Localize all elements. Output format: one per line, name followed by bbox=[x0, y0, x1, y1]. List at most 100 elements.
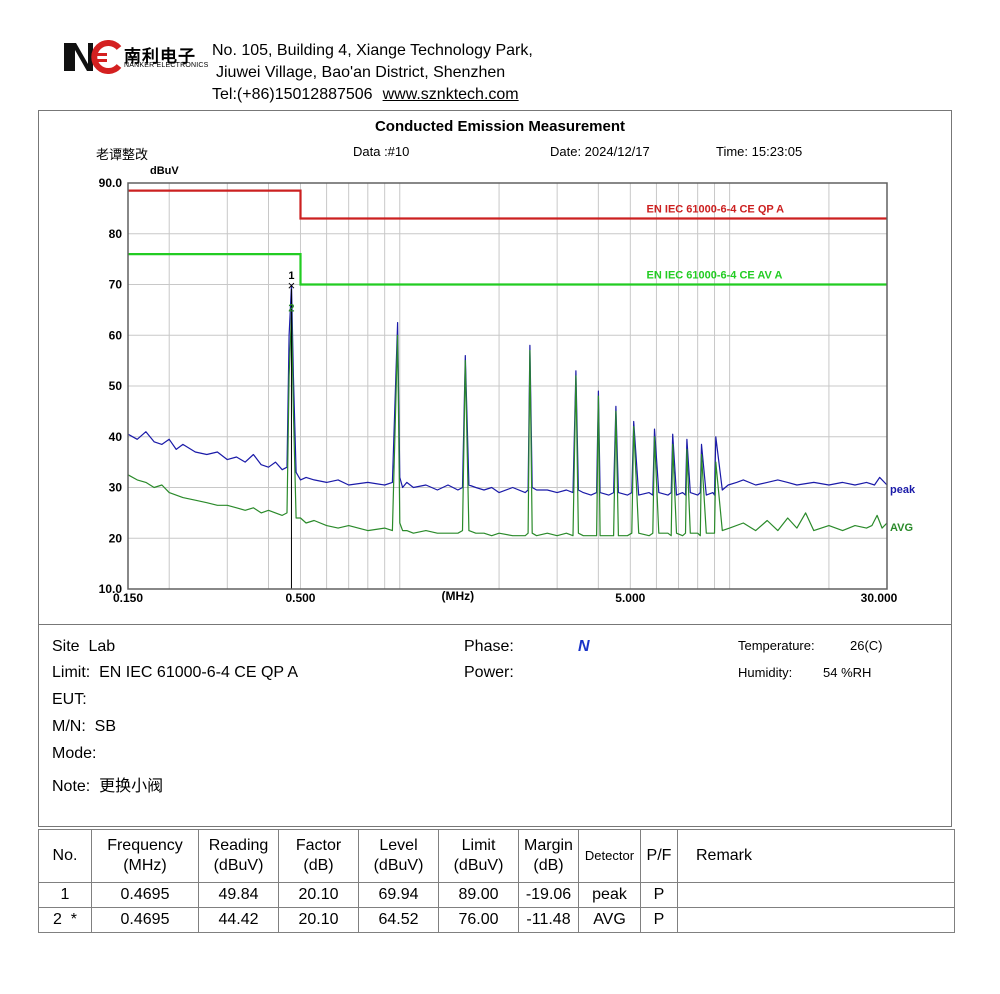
header-reading: Reading (dBuV) bbox=[198, 829, 279, 883]
header-frequency: Frequency (MHz) bbox=[91, 829, 199, 883]
chart-axes: 90.0 80 70 60 50 40 30 20 10.00.150 0.500 5.000 30.… bbox=[99, 165, 898, 605]
y-tick-label: 40 bbox=[109, 430, 123, 444]
cell-pf: P bbox=[640, 882, 678, 908]
table-row: 2 * 0.4695 44.42 20.10 64.52 76.00 -11.4… bbox=[38, 907, 955, 933]
eut-label: EUT: bbox=[52, 691, 87, 708]
limit-label: Limit: bbox=[52, 664, 91, 681]
y-tick-label: 80 bbox=[109, 227, 123, 241]
header-pf: P/F bbox=[640, 829, 678, 883]
marker-label: 2 bbox=[288, 302, 294, 314]
mn-value: SB bbox=[94, 718, 117, 735]
header-margin: Margin (dB) bbox=[518, 829, 579, 883]
cell-detector: peak bbox=[578, 882, 641, 908]
cell-no: 1 bbox=[38, 882, 92, 908]
series-label: peak bbox=[890, 484, 916, 496]
phase-label: Phase: bbox=[464, 638, 514, 655]
series-label: AVG bbox=[890, 522, 913, 534]
chart-title: Conducted Emission Measurement bbox=[374, 118, 626, 135]
y-tick-label: 50 bbox=[109, 379, 123, 393]
table-header-row: No. Frequency (MHz) Reading (dBuV) Factor(… bbox=[38, 829, 955, 883]
cell-detector: AVG bbox=[578, 907, 641, 933]
limit-label: EN IEC 61000-6-4 CE AV A bbox=[647, 269, 783, 281]
cell-level: 64.52 bbox=[358, 907, 439, 933]
x-tick-label: 5.000 bbox=[615, 591, 645, 605]
humidity-label: Humidity: bbox=[738, 665, 793, 680]
cell-reading: 49.84 bbox=[198, 882, 279, 908]
telephone: Tel:(+86)15012887506 bbox=[212, 86, 373, 103]
cell-factor: 20.10 bbox=[278, 907, 359, 933]
mn-info: M/N: SB bbox=[52, 718, 116, 736]
marker-x-icon: × bbox=[288, 278, 296, 293]
header-remark: Remark bbox=[677, 829, 955, 883]
power-label: Power: bbox=[464, 664, 514, 681]
x-tick-label: 30.000 bbox=[861, 591, 898, 605]
data-number: Data :#10 bbox=[353, 144, 410, 159]
address-line-1: No. 105, Building 4, Xiange Technology P… bbox=[212, 42, 533, 59]
cell-frequency: 0.4695 bbox=[91, 907, 199, 933]
cell-level: 69.94 bbox=[358, 882, 439, 908]
table-row: 1 0.4695 49.84 20.10 69.94 89.00 -19.06 … bbox=[38, 882, 955, 908]
website-link[interactable]: www.sznktech.com bbox=[382, 86, 519, 103]
note-label: Note: bbox=[52, 778, 91, 795]
marker-label: 1 bbox=[288, 270, 294, 282]
report-header: 南利电子 NANKER ELECTRONICS No. 105, Buildin… bbox=[62, 36, 662, 108]
y-axis-label: dBuV bbox=[150, 165, 179, 177]
contact-line: Tel:(+86)15012887506 www.sznktech.com bbox=[212, 86, 519, 104]
test-date: Date: 2024/12/17 bbox=[550, 144, 650, 159]
chart-markers: 1× 2 bbox=[288, 270, 296, 589]
plot-border bbox=[127, 182, 888, 590]
y-tick-label: 20 bbox=[109, 531, 123, 545]
limit-lines: EN IEC 61000-6-4 CE QP A EN IEC 61000-6-4… bbox=[128, 189, 887, 286]
cell-remark bbox=[677, 882, 955, 908]
limit-info: Limit: EN IEC 61000-6-4 CE QP A bbox=[52, 664, 298, 682]
site-value: Lab bbox=[88, 638, 116, 655]
limit-value: EN IEC 61000-6-4 CE QP A bbox=[99, 664, 299, 681]
header-factor: Factor (dB) bbox=[278, 829, 359, 883]
y-tick-label: 70 bbox=[109, 278, 123, 292]
limit-line bbox=[128, 253, 887, 286]
data-series: peak AVG bbox=[127, 284, 916, 537]
y-tick-label: 60 bbox=[109, 328, 123, 342]
cell-frequency: 0.4695 bbox=[91, 882, 199, 908]
cell-remark bbox=[677, 907, 955, 933]
chart-grid bbox=[128, 182, 887, 590]
cell-reading: 44.42 bbox=[198, 907, 279, 933]
mn-label: M/N: bbox=[52, 718, 86, 735]
logo-chinese-text: 南利电子 bbox=[124, 47, 196, 67]
site-label: Site bbox=[52, 638, 80, 655]
note-value: 更换小阀 bbox=[99, 776, 164, 795]
cell-pf: P bbox=[640, 907, 678, 933]
cell-limit: 89.00 bbox=[438, 882, 519, 908]
report-frame bbox=[38, 110, 952, 827]
x-axis-label: (MHz) bbox=[442, 589, 475, 603]
results-table: No. Frequency (MHz) Reading (dBuV) Factor(… bbox=[38, 829, 955, 933]
logo-english-text: NANKER ELECTRONICS bbox=[124, 62, 209, 69]
cell-limit: 76.00 bbox=[438, 907, 519, 933]
section-divider bbox=[38, 624, 952, 625]
mode-label: Mode: bbox=[52, 745, 97, 762]
x-tick-label: 0.500 bbox=[285, 591, 315, 605]
y-tick-label: 30 bbox=[109, 481, 123, 495]
cell-margin: -19.06 bbox=[518, 882, 579, 908]
limit-line bbox=[128, 189, 887, 220]
header-limit: Limit (dBuV) bbox=[438, 829, 519, 883]
humidity-value: 54 %RH bbox=[823, 665, 872, 680]
temperature-value: 26(C) bbox=[850, 638, 883, 653]
limit-label: EN IEC 61000-6-4 CE QP A bbox=[647, 203, 785, 215]
site-info: Site Lab bbox=[52, 638, 115, 656]
test-time: Time: 15:23:05 bbox=[716, 144, 803, 159]
header-detector: Detector bbox=[578, 829, 641, 883]
cell-margin: -11.48 bbox=[518, 907, 579, 933]
nc-logo-icon bbox=[64, 40, 122, 74]
y-tick-label: 90.0 bbox=[99, 176, 123, 190]
temperature-label: Temperature: bbox=[738, 638, 815, 653]
company-logo: 南利电子 NANKER ELECTRONICS bbox=[62, 40, 208, 76]
emission-chart: EN IEC 61000-6-4 CE QP A EN IEC 61000-6-4… bbox=[99, 165, 916, 605]
note-info: Note: 更换小阀 bbox=[52, 772, 163, 796]
header-level: Level (dBuV) bbox=[358, 829, 439, 883]
customer-name: 老谭整改 bbox=[96, 147, 149, 162]
y-tick-label: 10.0 bbox=[99, 582, 123, 596]
header-no: No. bbox=[38, 829, 92, 883]
cell-factor: 20.10 bbox=[278, 882, 359, 908]
series-line-peak bbox=[127, 284, 888, 496]
